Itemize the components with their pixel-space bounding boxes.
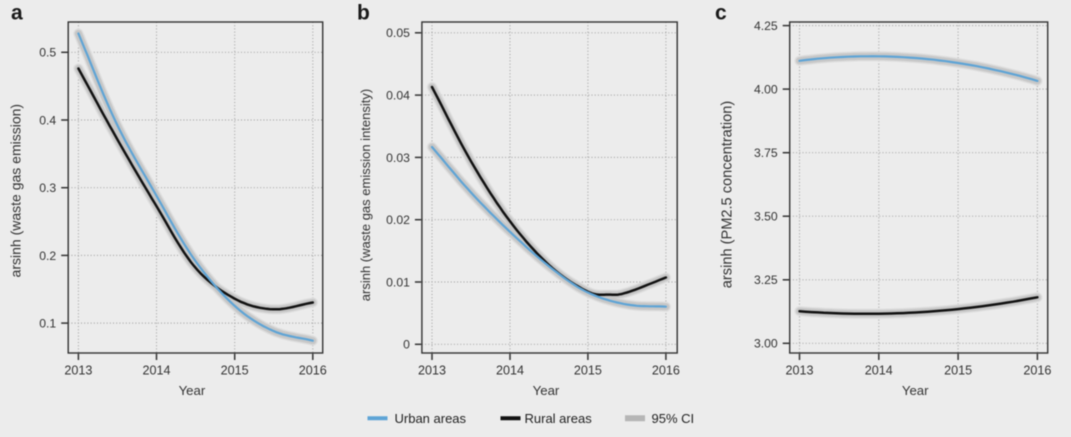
svg-text:0.04: 0.04 [386,89,410,103]
svg-text:3.50: 3.50 [754,210,778,224]
svg-text:Rural areas: Rural areas [525,411,593,426]
svg-text:c: c [715,2,727,25]
svg-text:2015: 2015 [221,363,249,377]
svg-text:2015: 2015 [944,363,972,377]
svg-text:2014: 2014 [865,363,893,377]
svg-text:2016: 2016 [652,363,680,377]
svg-text:0.4: 0.4 [39,113,56,127]
svg-text:2013: 2013 [785,363,813,377]
svg-text:3.25: 3.25 [754,273,778,287]
svg-text:arsinh (waste gas emission): arsinh (waste gas emission) [8,104,24,278]
svg-text:0.5: 0.5 [39,46,56,60]
svg-text:Year: Year [902,383,929,398]
svg-text:2014: 2014 [496,363,524,377]
svg-text:0.02: 0.02 [386,213,410,227]
svg-text:Urban areas: Urban areas [395,411,467,426]
svg-text:arsinh (PM2.5 concentration): arsinh (PM2.5 concentration) [719,101,735,288]
svg-text:0.05: 0.05 [386,26,410,40]
svg-text:Year: Year [179,383,206,398]
svg-text:arsinh (waste gas emission int: arsinh (waste gas emission intensity) [358,89,373,301]
svg-text:0.03: 0.03 [386,151,410,165]
svg-text:3.75: 3.75 [754,146,778,160]
svg-text:2016: 2016 [1023,363,1051,377]
svg-text:95% CI: 95% CI [652,411,695,426]
svg-text:0.3: 0.3 [39,181,56,195]
svg-text:b: b [357,2,370,25]
svg-text:0.2: 0.2 [39,249,56,263]
svg-text:2015: 2015 [574,363,602,377]
svg-text:a: a [11,2,23,25]
svg-text:4.25: 4.25 [754,19,778,33]
svg-text:2016: 2016 [299,363,327,377]
svg-text:0.1: 0.1 [39,317,56,331]
svg-text:4.00: 4.00 [754,83,778,97]
svg-text:3.00: 3.00 [754,337,778,351]
svg-text:Year: Year [533,383,560,398]
svg-text:2013: 2013 [418,363,446,377]
svg-text:2013: 2013 [64,363,92,377]
svg-text:0: 0 [403,338,410,352]
svg-text:0.01: 0.01 [386,275,410,289]
svg-text:2014: 2014 [142,363,170,377]
